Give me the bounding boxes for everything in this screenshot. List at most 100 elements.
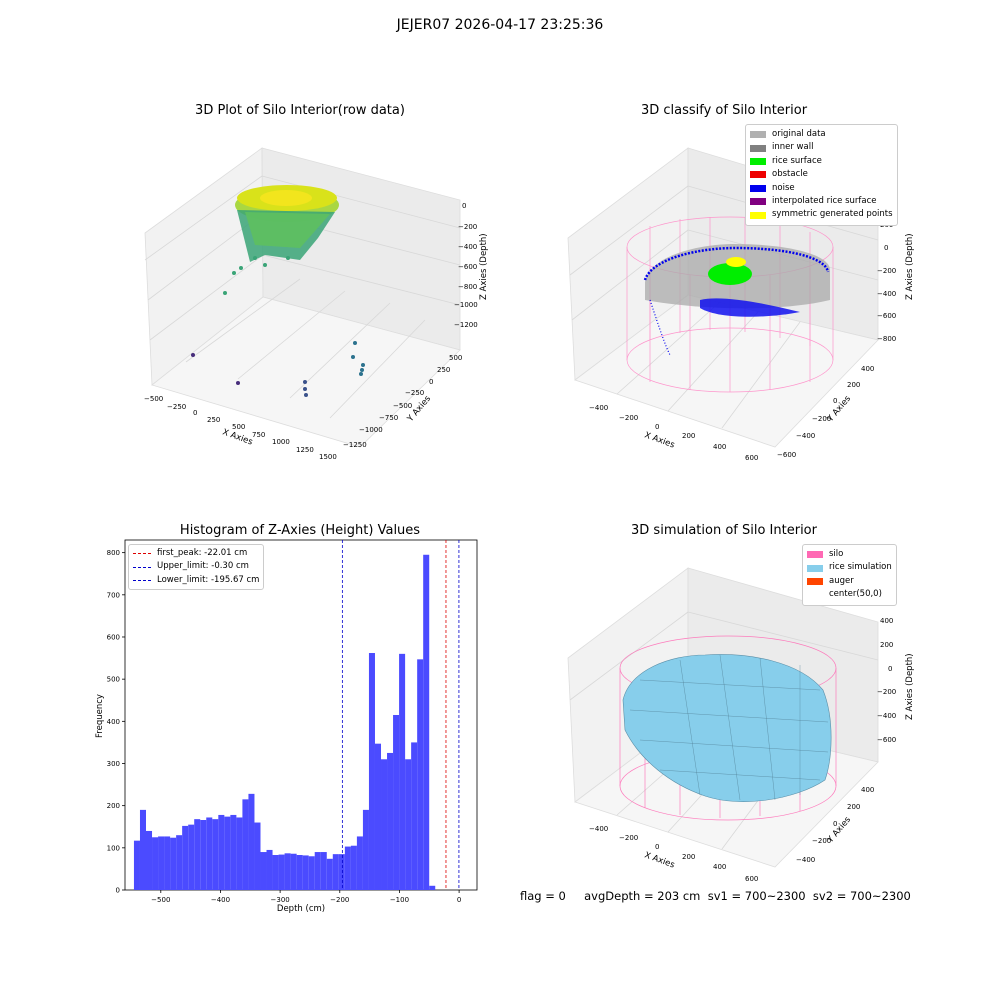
histogram-bar: [429, 885, 436, 890]
legend-entry: interpolated rice surface: [750, 195, 893, 208]
legend-entry: inner wall: [750, 141, 893, 154]
histogram-bar: [387, 752, 394, 890]
histogram-bar: [314, 852, 321, 890]
status-footer: flag = 0 avgDepth = 203 cm sv1 = 700~230…: [520, 889, 911, 903]
x-tick-label: −400: [211, 896, 230, 904]
figure-title: JEJER07 2026-04-17 23:25:36: [396, 17, 604, 33]
y-tick-label: 300: [107, 760, 120, 768]
x-tick-label: 0: [457, 896, 461, 904]
simulation-xtick: 400: [713, 863, 726, 871]
histogram-bar: [368, 653, 375, 890]
legend-label: inner wall: [772, 142, 814, 153]
histogram-bar: [133, 840, 140, 890]
y-tick-label: 800: [107, 549, 120, 557]
histogram-bar: [362, 809, 369, 890]
classify-data-points: [643, 244, 830, 356]
histogram-bar: [158, 836, 165, 890]
histogram-bar: [393, 715, 400, 890]
simulation-ztick: 400: [880, 617, 893, 625]
histogram-bar: [344, 846, 351, 890]
histogram-reference-lines: [341, 540, 460, 890]
simulation-ytick: 400: [861, 786, 874, 794]
legend-label: first_peak: -22.01 cm: [157, 548, 248, 558]
legend-label: obstacle: [772, 169, 808, 180]
legend-entry: original data: [750, 128, 893, 141]
histogram-bar: [272, 855, 279, 890]
histogram-bar: [320, 852, 327, 890]
classify-ytick: −400: [796, 432, 815, 440]
legend-entry: rice surface: [750, 155, 893, 168]
x-tick-label: −300: [271, 896, 290, 904]
simulation-ztick: 0: [888, 665, 892, 673]
histogram-bar: [278, 854, 285, 890]
legend-label: Lower_limit: -195.67 cm: [157, 574, 260, 585]
legend-label: interpolated rice surface: [772, 196, 877, 207]
classify-xtick: 200: [682, 432, 695, 440]
raw-ytick: 0: [429, 378, 433, 386]
y-tick-label: 0: [116, 887, 120, 895]
classify-ytick: 200: [847, 381, 860, 389]
histogram-bar: [260, 852, 267, 890]
simulation-xtick: 600: [745, 875, 758, 883]
raw-ytick: −500: [393, 402, 412, 410]
raw-xtick: −500: [144, 395, 163, 403]
histogram-legend: first_peak: -22.01 cm Upper_limit: -0.30…: [128, 544, 265, 591]
raw-ytick: −1000: [359, 426, 383, 434]
raw-ytick: −750: [379, 414, 398, 422]
raw-ztick: −600: [458, 263, 477, 271]
histogram-bar: [405, 759, 412, 890]
raw-ytick: −1250: [343, 441, 367, 449]
histogram-bar: [212, 819, 219, 890]
histogram-bar: [176, 835, 183, 890]
raw-ztick: −200: [458, 223, 477, 231]
histogram-bar: [146, 830, 153, 890]
classify-ytick: −600: [777, 451, 796, 459]
histogram-bar: [417, 659, 424, 890]
legend-swatch: [807, 551, 823, 559]
legend-entry: center(50,0): [807, 588, 892, 601]
classify-ztick: −200: [877, 267, 896, 275]
raw-xtick: 1250: [296, 446, 314, 454]
x-tick-label: −500: [151, 896, 170, 904]
classify-y-axis-label: Y Axies: [825, 394, 853, 425]
simulation-ztick: −600: [877, 736, 896, 744]
y-tick-label: 400: [107, 718, 120, 726]
legend-entry: obstacle: [750, 168, 893, 181]
histogram-bar: [332, 854, 339, 890]
classify-legend: original data inner wall rice surface ob…: [745, 124, 898, 226]
x-tick-label: −100: [390, 896, 409, 904]
raw-xtick: 0: [193, 409, 197, 417]
y-tick-label: 700: [107, 591, 120, 599]
classify-ztick: −400: [877, 290, 896, 298]
simulation-y-axis-label: Y Axies: [825, 815, 853, 846]
legend-swatch: [750, 171, 766, 179]
y-tick-label: 100: [107, 844, 120, 852]
legend-swatch: [807, 564, 823, 572]
simulation-ytick: 0: [833, 820, 837, 828]
simulation-plot-title: 3D simulation of Silo Interior: [631, 523, 817, 538]
simulation-xtick: −200: [619, 834, 638, 842]
histogram-bar: [230, 814, 237, 890]
histogram-bar: [308, 856, 315, 890]
raw-ytick: 500: [449, 354, 462, 362]
histogram-bar: [182, 825, 189, 890]
histogram-bar: [266, 849, 273, 890]
legend-entry: first_peak: -22.01 cm: [133, 547, 259, 560]
legend-entry: rice simulation: [807, 561, 892, 574]
histogram-bar: [254, 822, 261, 890]
histogram-bar: [290, 853, 297, 890]
x-tick-label: −200: [330, 896, 349, 904]
legend-swatch: [750, 158, 766, 166]
legend-entry: symmetric generated points: [750, 208, 893, 221]
histogram-bar: [218, 814, 225, 890]
histogram-bar: [242, 799, 249, 890]
simulation-x-axis-label: X Axies: [643, 850, 676, 870]
classify-z-axis-label: Z Axies (Depth): [905, 233, 915, 300]
classify-x-axis-label: X Axies: [643, 430, 676, 450]
histogram-bar: [399, 653, 406, 890]
histogram-y-ticks: 0 100 200 300 400 500 600 700 800: [107, 549, 125, 895]
simulation-xtick: −400: [589, 825, 608, 833]
histogram-bar: [326, 858, 333, 890]
raw-xtick: 1500: [319, 453, 337, 461]
